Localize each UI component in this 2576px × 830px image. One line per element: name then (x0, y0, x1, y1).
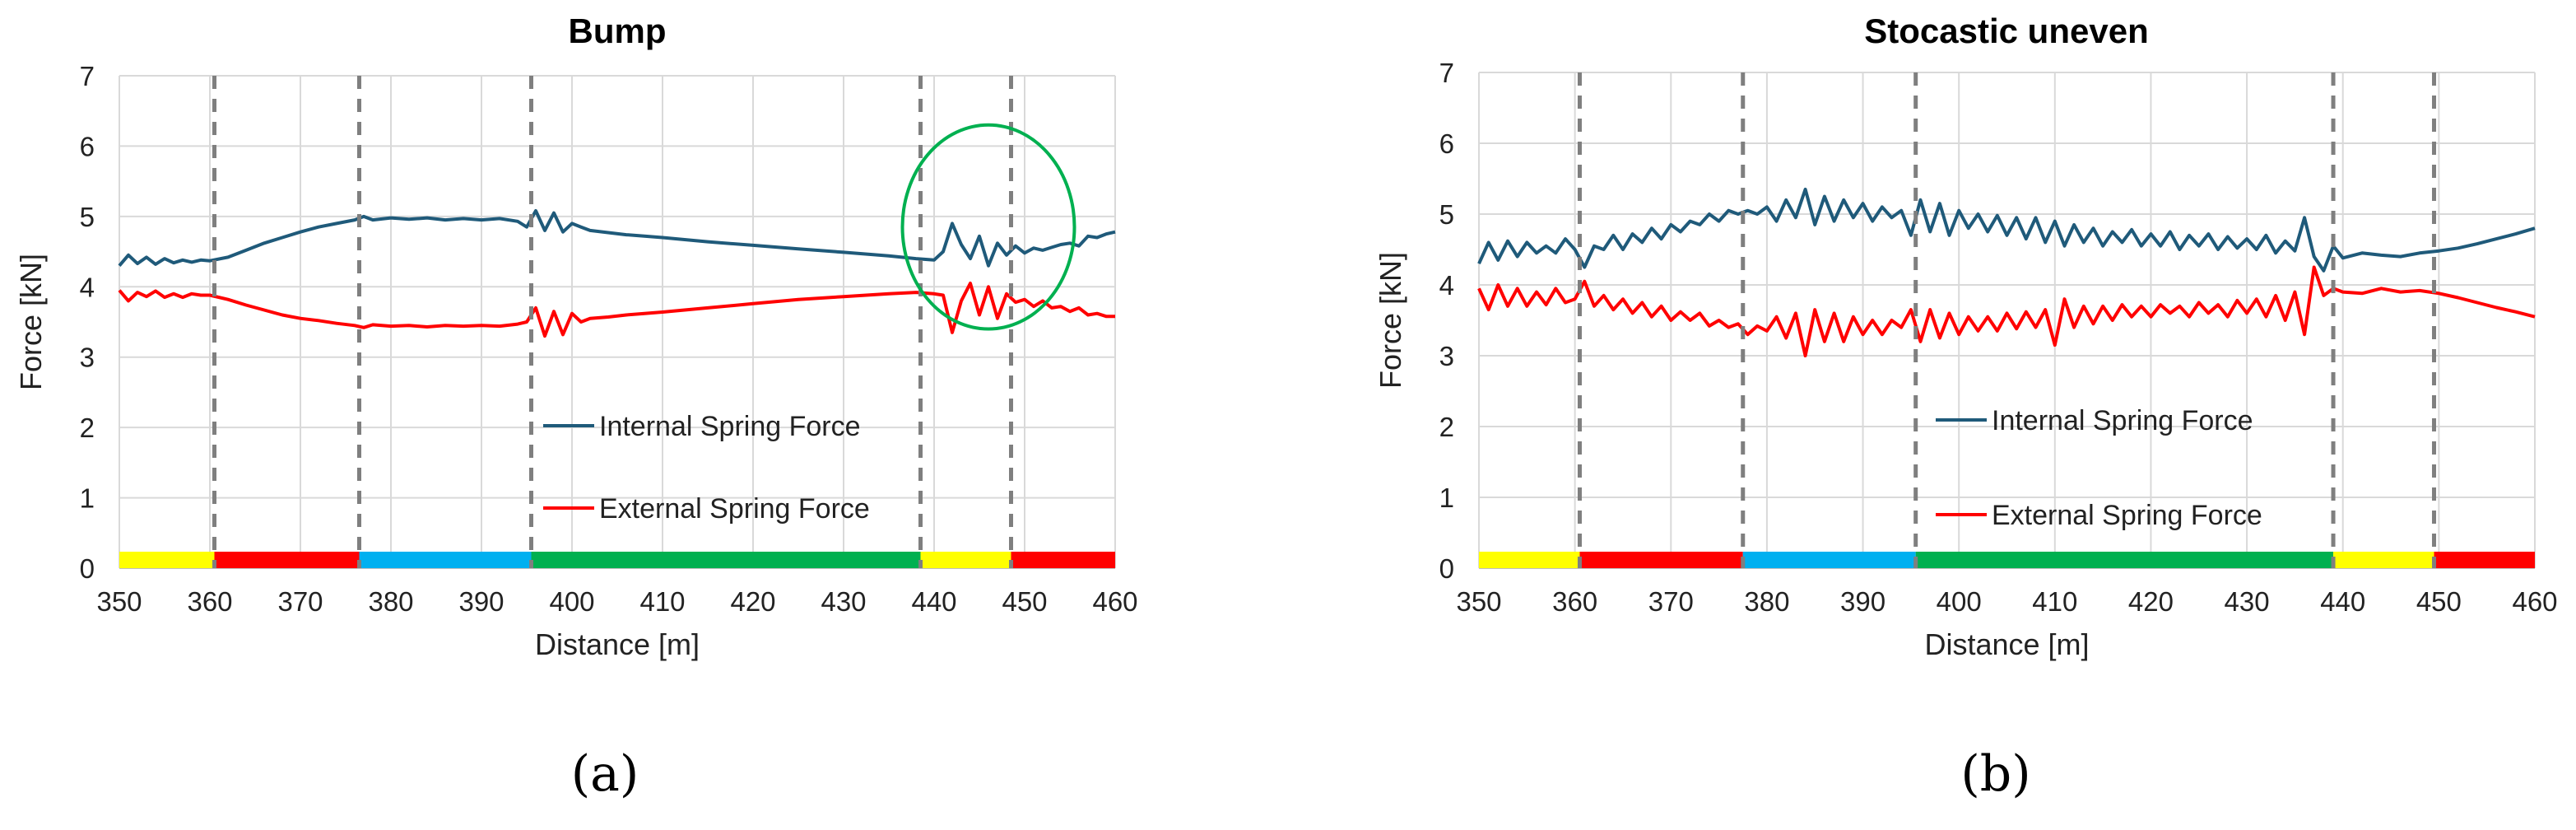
series-line-internal (118, 209, 1116, 268)
track-segment (359, 552, 532, 568)
chart-panel-bump: Bump 0 1 2 3 4 5 6 7 350 360 370 380 390 400 410 420 430 4… (14, 12, 1138, 803)
y-tick-label: 6 (80, 131, 95, 161)
y-tick-label: 0 (80, 553, 95, 584)
panel-label: (b) (1960, 745, 2030, 803)
x-tick-label: 350 (96, 586, 142, 617)
x-tick-label: 370 (277, 586, 323, 617)
y-tick-label: 7 (80, 61, 95, 91)
chart-title: Bump (569, 12, 667, 50)
x-tick-label: 450 (1002, 586, 1047, 617)
track-segment (1011, 552, 1115, 568)
x-tick-label: 360 (1552, 586, 1597, 617)
x-axis-label: Distance [m] (1924, 627, 2089, 661)
track-segment (119, 552, 215, 568)
x-tick-label: 460 (1092, 586, 1137, 617)
x-tick-label: 410 (639, 586, 685, 617)
track-segment (1579, 552, 1743, 568)
track-segment (214, 552, 360, 568)
x-tick-label: 420 (730, 586, 775, 617)
legend-label: Internal Spring Force (599, 411, 861, 442)
series-line-internal (1477, 187, 2536, 273)
y-tick-label: 2 (1439, 412, 1454, 442)
x-tick-label: 400 (1937, 586, 1982, 617)
track-segment (920, 552, 1011, 568)
x-tick-label: 450 (2416, 586, 2462, 617)
y-tick-label: 7 (1439, 58, 1454, 88)
x-tick-label: 430 (2225, 586, 2270, 617)
y-tick-label: 1 (80, 483, 95, 514)
y-tick-label: 2 (80, 413, 95, 443)
y-tick-label: 5 (1439, 199, 1454, 230)
track-segment (1479, 552, 1580, 568)
x-tick-label: 390 (1840, 586, 1886, 617)
track-segment (1742, 552, 1916, 568)
chart-title: Stocastic uneven (1864, 12, 2148, 50)
track-segment (1915, 552, 2334, 568)
track-segment (2333, 552, 2434, 568)
y-axis-label: Force [kN] (1374, 252, 1407, 389)
series-line-external (1477, 265, 2536, 357)
track-segment (2434, 552, 2535, 568)
x-tick-label: 440 (911, 586, 956, 617)
y-tick-label: 4 (80, 272, 95, 302)
y-tick-label: 0 (1439, 553, 1454, 584)
x-tick-label: 440 (2320, 586, 2365, 617)
y-tick-label: 3 (80, 343, 95, 373)
track-segment (531, 552, 921, 568)
x-tick-label: 460 (2512, 586, 2557, 617)
x-tick-label: 400 (549, 586, 594, 617)
x-axis-label: Distance [m] (535, 627, 700, 661)
x-tick-label: 390 (458, 586, 504, 617)
x-tick-label: 380 (368, 586, 413, 617)
panel-label: (a) (571, 745, 639, 803)
y-tick-label: 6 (1439, 128, 1454, 159)
x-tick-label: 370 (1648, 586, 1694, 617)
x-tick-label: 430 (821, 586, 866, 617)
x-tick-label: 360 (187, 586, 232, 617)
x-tick-label: 380 (1744, 586, 1789, 617)
y-tick-label: 5 (80, 202, 95, 232)
highlight-ellipse (900, 123, 1076, 331)
legend-label: External Spring Force (1992, 500, 2262, 531)
y-tick-label: 1 (1439, 483, 1454, 513)
legend-label: Internal Spring Force (1992, 405, 2253, 436)
x-tick-label: 420 (2128, 586, 2174, 617)
x-tick-label: 410 (2032, 586, 2077, 617)
y-tick-label: 3 (1439, 341, 1454, 371)
x-tick-label: 350 (1456, 586, 1501, 617)
y-axis-label: Force [kN] (14, 254, 48, 390)
series-line-external (118, 282, 1115, 338)
legend-label: External Spring Force (599, 493, 870, 525)
y-tick-label: 4 (1439, 270, 1454, 301)
chart-panel-stochastic: Stocastic uneven 0 1 2 3 4 5 6 7 350 360 370 380 390 4… (1374, 12, 2558, 803)
